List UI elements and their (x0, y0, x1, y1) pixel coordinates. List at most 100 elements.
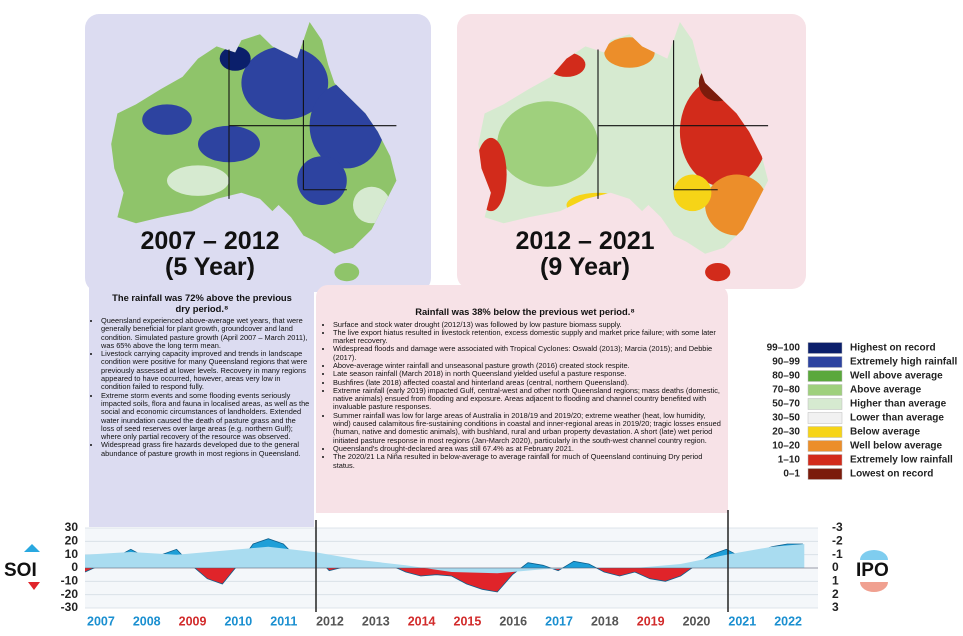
x-tick-label: 2015 (454, 614, 482, 628)
y-tick-label: 30 (65, 520, 79, 534)
left-heading: The rainfall was 72% above the previous … (112, 292, 292, 314)
y2-tick-label: -3 (832, 520, 843, 534)
y2-tick-label: -2 (832, 534, 843, 548)
bullet: Widespread floods and damage were associ… (333, 345, 724, 362)
map-2007-2012 (111, 22, 397, 282)
x-tick-label: 2013 (362, 614, 390, 628)
legend-range: 90–99 (772, 357, 800, 368)
legend-label: Above average (850, 385, 922, 396)
x-tick-label: 2007 (87, 614, 115, 628)
bullet: Livestock carrying capacity improved and… (101, 349, 310, 391)
bullet: The live export hiatus resulted in lives… (333, 328, 724, 346)
x-tick-label: 2008 (133, 614, 161, 628)
y2-tick-label: 0 (832, 560, 839, 574)
bullet: Extreme storm events and some flooding e… (101, 391, 310, 442)
legend-range: 70–80 (772, 385, 800, 396)
right-text: Rainfall was 38% below the previous wet … (326, 306, 724, 470)
y2-tick-label: 3 (832, 600, 839, 614)
soi-area-negative (85, 568, 803, 592)
plot (84, 527, 818, 609)
legend-swatch (807, 370, 843, 382)
legend-range: 30–50 (772, 413, 800, 424)
bullet: Queensland's drought-declared area was s… (333, 444, 724, 453)
y2-tick-label: -1 (832, 547, 843, 561)
legend-label: Lowest on record (850, 469, 933, 480)
legend-label: Extremely high rainfall (850, 357, 957, 368)
legend-swatch (807, 412, 843, 424)
soi-label: SOI (4, 560, 37, 581)
legend-swatch (807, 468, 843, 480)
legend-range: 99–100 (767, 343, 801, 354)
x-tick-label: 2010 (224, 614, 252, 628)
legend-swatch (807, 454, 843, 466)
bullet: Late season rainfall (March 2018) in nor… (333, 369, 724, 378)
ipo-icon (860, 582, 888, 592)
y-tick-label: 20 (65, 534, 79, 548)
right-subtitle: (9 Year) (540, 253, 630, 281)
legend-label: Extremely low rainfall (850, 455, 953, 466)
x-tick-label: 2022 (774, 614, 802, 628)
soi-line (84, 538, 803, 593)
y-tick-label: -10 (61, 574, 79, 588)
left-title: 2007 – 2012 (140, 227, 280, 255)
soi-icon (24, 544, 40, 552)
legend-range: 10–20 (772, 441, 800, 452)
right-text-bg (316, 285, 728, 513)
bullet: Summer rainfall was low for large areas … (333, 411, 724, 445)
legend-swatch (807, 440, 843, 452)
legend-range: 20–30 (772, 427, 800, 438)
legend-label: Well below average (850, 441, 943, 452)
right-title-block: 2012 – 2021 (9 Year) (470, 228, 700, 280)
y-tick-label: 0 (71, 560, 78, 574)
legend-swatch (807, 398, 843, 410)
left-title-block: 2007 – 2012 (5 Year) (100, 228, 320, 280)
y2-tick-label: 1 (832, 574, 839, 588)
ipo-area (85, 544, 805, 574)
x-tick-label: 2016 (499, 614, 527, 628)
legend-range: 50–70 (772, 399, 800, 410)
x-tick-label: 2021 (728, 614, 756, 628)
ipo-label: IPO (856, 560, 889, 581)
y-tick-label: -30 (61, 600, 79, 614)
left-subtitle: (5 Year) (165, 253, 255, 281)
right-title: 2012 – 2021 (515, 227, 655, 255)
left-bullets: Queensland experienced above-average wet… (94, 316, 310, 458)
x-tick-label: 2019 (637, 614, 665, 628)
x-tick-label: 2012 (316, 614, 344, 628)
bullet: Surface and stock water drought (2012/13… (333, 320, 724, 329)
bullet: Queensland experienced above-average wet… (101, 316, 310, 350)
x-tick-label: 2017 (545, 614, 573, 628)
left-text: The rainfall was 72% above the previous … (94, 292, 310, 458)
left-text-bg (89, 285, 314, 527)
bullet: Above-average winter rainfall and unseas… (333, 361, 724, 370)
bullet: Bushfires (late 2018) affected coastal a… (333, 378, 724, 387)
right-bullets: Surface and stock water drought (2012/13… (326, 320, 724, 470)
y-tick-label: -20 (61, 587, 79, 601)
x-tick-label: 2020 (683, 614, 711, 628)
legend-swatch (807, 342, 843, 354)
bullet: The 2020/21 La Niña resulted in below-av… (333, 453, 724, 470)
legend-range: 80–90 (772, 371, 800, 382)
legend-label: Lower than average (850, 413, 944, 424)
legend-swatch (807, 384, 843, 396)
soi-icon (28, 582, 40, 590)
x-tick-label: 2014 (408, 614, 436, 628)
bullet: Widespread grass fire hazards developed … (101, 441, 310, 458)
legend-swatch (807, 356, 843, 368)
x-tick-label: 2018 (591, 614, 619, 628)
legend: 99–100 Highest on record 90–99 Extremely hi… (767, 342, 957, 480)
x-tick-label: 2011 (270, 614, 297, 628)
legend-label: Well above average (850, 371, 943, 382)
legend-label: Higher than average (850, 399, 947, 410)
y-tick-label: 10 (65, 547, 79, 561)
legend-label: Below average (850, 427, 920, 438)
legend-label: Highest on record (850, 343, 936, 354)
legend-range: 1–10 (778, 455, 801, 466)
right-heading: Rainfall was 38% below the previous wet … (415, 306, 635, 317)
bullet: Extreme rainfall (early 2019) impacted G… (333, 386, 724, 412)
legend-range: 0–1 (783, 469, 800, 480)
ipo-icon (860, 550, 888, 560)
